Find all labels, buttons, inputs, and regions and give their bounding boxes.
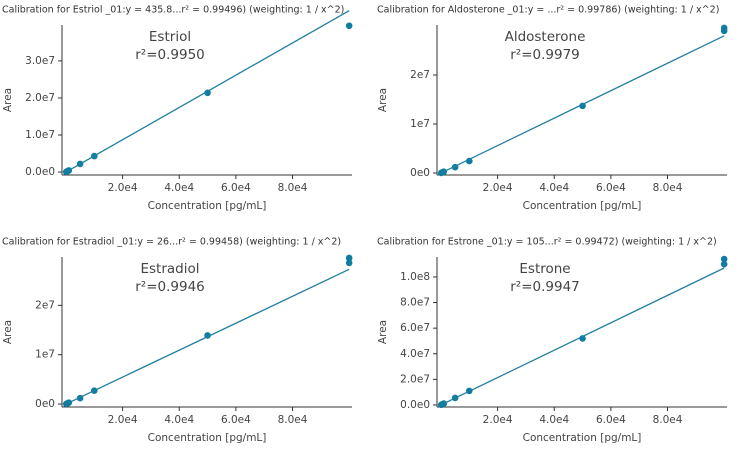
y-tick-label: 0.0e0 <box>400 399 430 411</box>
y-tick-label: 1e7 <box>35 349 55 361</box>
y-tick-label: 1.0e7 <box>25 129 55 141</box>
y-tick-label: 0.0e0 <box>25 166 55 178</box>
data-point <box>720 255 728 263</box>
x-axis-label: Concentration [pg/mL] <box>523 200 642 212</box>
data-point <box>720 27 728 35</box>
x-axis-label: Concentration [pg/mL] <box>523 432 642 444</box>
annotation: Estriol <box>149 29 191 45</box>
x-tick-label: 2.0e4 <box>483 414 513 426</box>
x-tick-label: 2.0e4 <box>108 414 138 426</box>
x-tick-label: 8.0e4 <box>653 182 683 194</box>
y-tick-label: 2e7 <box>410 69 430 81</box>
data-point <box>345 22 353 30</box>
x-tick-label: 4.0e4 <box>539 414 569 426</box>
chart-panel: Calibration for Estriol _01:y = 435.8...… <box>2 5 353 212</box>
data-point <box>345 259 353 267</box>
data-point <box>720 260 728 268</box>
y-tick-label: 2.0e7 <box>400 373 430 385</box>
fit-line <box>440 267 725 406</box>
chart-panel: Calibration for Aldosterone _01:y = ...r… <box>377 5 728 212</box>
chart-title: Calibration for Estriol _01:y = 435.8...… <box>2 5 344 16</box>
x-tick-label: 8.0e4 <box>278 414 308 426</box>
annotation: Estradiol <box>140 261 199 277</box>
chart-panel: Calibration for Estrone _01:y = 105...r²… <box>377 237 728 444</box>
y-tick-label: 0e0 <box>35 398 55 410</box>
y-axis-label: Area <box>377 320 389 344</box>
x-tick-label: 6.0e4 <box>221 414 251 426</box>
data-point <box>345 254 353 262</box>
x-axis-label: Concentration [pg/mL] <box>148 200 267 212</box>
x-tick-label: 4.0e4 <box>164 414 194 426</box>
fit-line <box>65 10 350 173</box>
annotation: Aldosterone <box>505 29 586 45</box>
annotation: r²=0.9979 <box>510 47 580 63</box>
fit-line <box>65 268 350 405</box>
chart-title: Calibration for Estradiol _01:y = 26...r… <box>2 237 341 248</box>
y-tick-label: 6.0e7 <box>400 322 430 334</box>
annotation: r²=0.9950 <box>135 47 205 63</box>
y-tick-label: 0e0 <box>410 167 430 179</box>
y-axis-label: Area <box>377 88 389 112</box>
x-tick-label: 6.0e4 <box>221 182 251 194</box>
y-tick-label: 4.0e7 <box>400 348 430 360</box>
x-tick-label: 2.0e4 <box>483 182 513 194</box>
x-tick-label: 8.0e4 <box>653 414 683 426</box>
data-point <box>465 157 473 165</box>
x-tick-label: 6.0e4 <box>596 414 626 426</box>
y-tick-label: 1e7 <box>410 118 430 130</box>
y-axis-label: Area <box>2 320 14 344</box>
x-tick-label: 4.0e4 <box>164 182 194 194</box>
x-tick-label: 6.0e4 <box>596 182 626 194</box>
annotation: r²=0.9946 <box>135 279 205 295</box>
chart-title: Calibration for Aldosterone _01:y = ...r… <box>377 5 719 16</box>
x-axis-label: Concentration [pg/mL] <box>148 432 267 444</box>
annotation: Estrone <box>519 261 570 277</box>
y-tick-label: 8.0e7 <box>400 297 430 309</box>
y-tick-label: 3.0e7 <box>25 55 55 67</box>
fit-line <box>440 35 725 174</box>
annotation: r²=0.9947 <box>510 279 580 295</box>
x-tick-label: 4.0e4 <box>539 182 569 194</box>
x-tick-label: 2.0e4 <box>108 182 138 194</box>
x-tick-label: 8.0e4 <box>278 182 308 194</box>
chart-title: Calibration for Estrone _01:y = 105...r²… <box>377 237 717 248</box>
y-axis-label: Area <box>2 88 14 112</box>
chart-panel: Calibration for Estradiol _01:y = 26...r… <box>2 237 353 444</box>
y-tick-label: 1.0e8 <box>400 271 430 283</box>
y-tick-label: 2.0e7 <box>25 92 55 104</box>
y-tick-label: 2e7 <box>35 299 55 311</box>
